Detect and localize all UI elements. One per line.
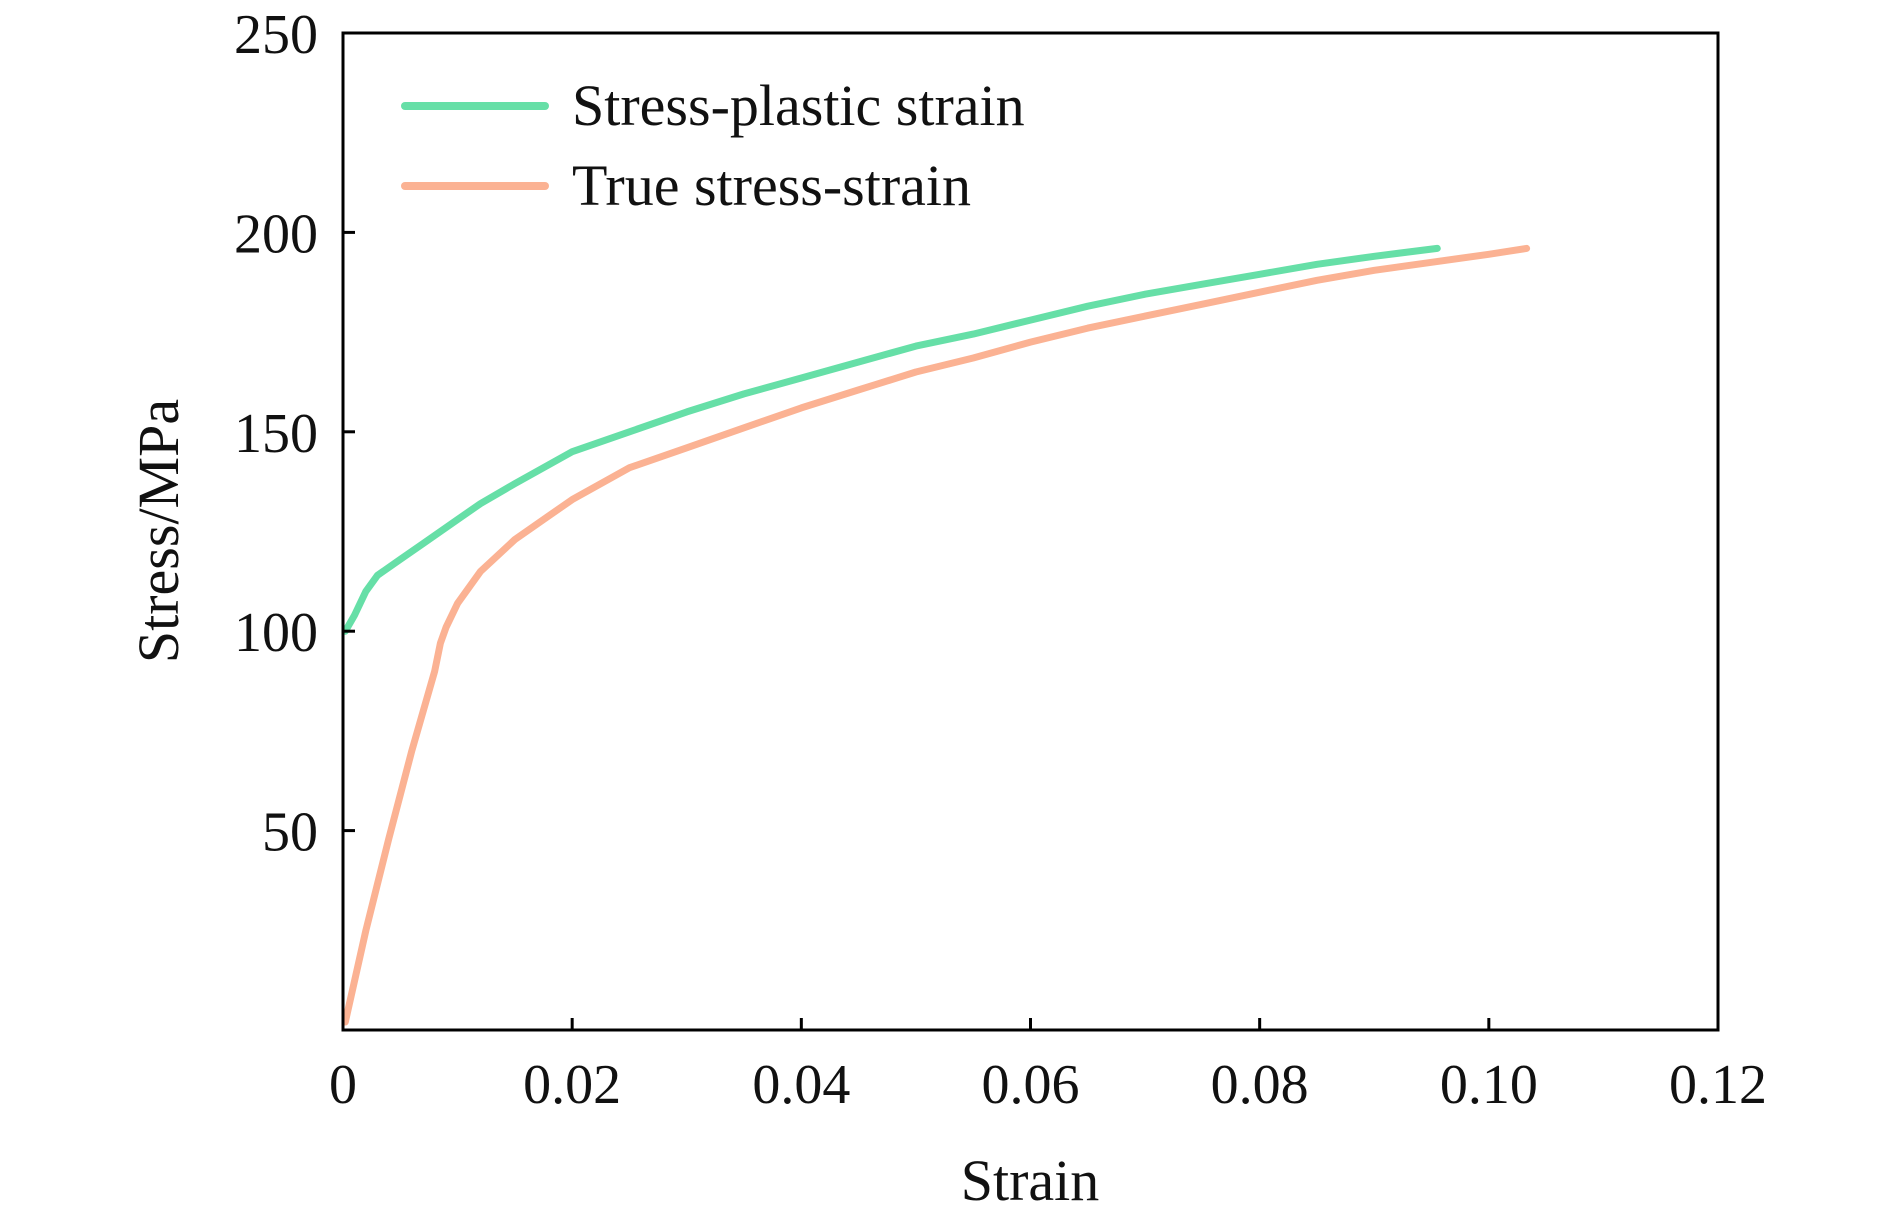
x-tick-label-3: 0.06 (982, 1054, 1080, 1116)
legend-label-2: True stress-strain (572, 153, 971, 218)
legend-label-1: Stress-plastic strain (572, 73, 1025, 138)
y-axis-title: Stress/MPa (126, 399, 191, 663)
x-tick-label-6: 0.12 (1669, 1054, 1767, 1116)
plot-frame (341, 31, 1720, 1032)
y-tick-label-0: 50 (262, 802, 318, 864)
x-axis-title: Strain (961, 1148, 1100, 1213)
x-tick-label-0: 0 (329, 1054, 357, 1116)
x-tick-label-1: 0.02 (523, 1054, 621, 1116)
legend: Stress-plastic strain True stress-strain (401, 73, 1025, 218)
series-line-1 (341, 244, 1441, 635)
y-tick-label-4: 250 (234, 4, 318, 66)
y-tick-label-2: 150 (234, 403, 318, 465)
x-tick-label-4: 0.08 (1211, 1054, 1309, 1116)
y-tick-label-3: 200 (234, 203, 318, 265)
series-layer (341, 244, 1531, 1026)
x-tick-label-5: 0.10 (1440, 1054, 1538, 1116)
tick-layer: 0 0.02 0.04 0.06 0.08 0.10 0.12 50 100 150 200 250 (234, 4, 1767, 1116)
series-line-2 (341, 244, 1531, 1026)
x-tick-label-2: 0.04 (752, 1054, 850, 1116)
y-tick-label-1: 100 (234, 602, 318, 664)
